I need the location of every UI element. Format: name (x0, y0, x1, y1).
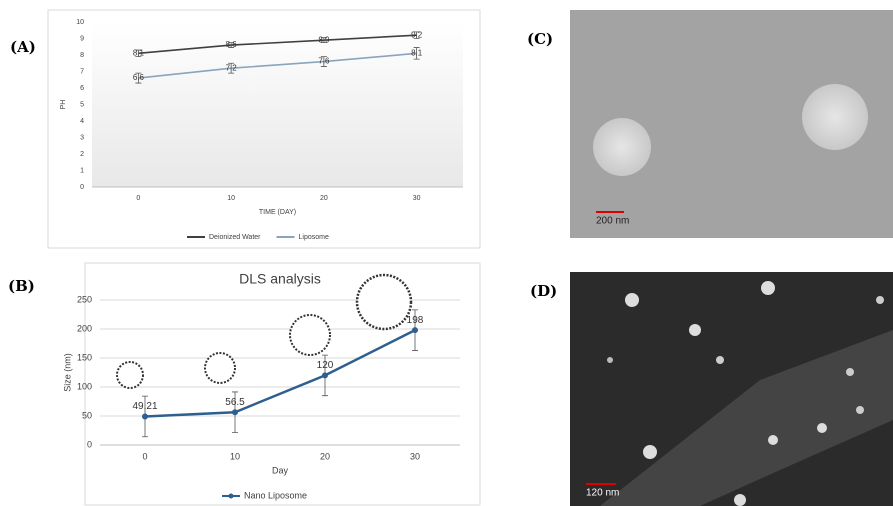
x-tick-label: 30 (410, 451, 420, 461)
panel-label: (D) (530, 282, 557, 300)
legend-label: Liposome (299, 234, 329, 241)
x-tick-label: 20 (320, 451, 330, 461)
data-label: 8.9 (318, 35, 330, 44)
data-label: 7.6 (318, 57, 330, 66)
y-tick-label: 10 (76, 19, 84, 26)
y-tick-label: 200 (77, 323, 92, 333)
x-tick-label: 30 (413, 195, 421, 202)
tem-image: 200 nm (570, 10, 893, 238)
scale-bar-label: 120 nm (586, 488, 619, 499)
y-tick-label: 5 (80, 101, 84, 108)
y-tick-label: 100 (77, 381, 92, 391)
y-tick-label: 0 (80, 184, 84, 191)
y-tick-label: 3 (80, 134, 84, 141)
panel-label: (A) (10, 38, 36, 56)
data-label: 56.5 (225, 397, 245, 408)
y-tick-label: 7 (80, 68, 84, 75)
y-tick-label: 1 (80, 167, 84, 174)
data-point (322, 372, 328, 378)
x-tick-label: 0 (142, 451, 147, 461)
data-label: 120 (317, 360, 334, 371)
data-label: 8.6 (226, 40, 238, 49)
x-axis-label: Day (272, 465, 289, 475)
chart-title: DLS analysis (239, 271, 321, 287)
sem-image: 120 nm (570, 272, 893, 506)
legend-marker (229, 494, 234, 499)
data-label: 49.21 (132, 401, 157, 412)
y-tick-label: 6 (80, 85, 84, 92)
panel-label: (C) (527, 30, 553, 48)
y-tick-label: 150 (77, 352, 92, 362)
plot-area (92, 22, 463, 187)
data-point (232, 409, 238, 415)
y-tick-label: 0 (87, 439, 92, 449)
y-tick-label: 4 (80, 118, 84, 125)
legend-label: Nano Liposome (244, 490, 307, 500)
x-tick-label: 20 (320, 195, 328, 202)
y-tick-label: 2 (80, 151, 84, 158)
data-point (142, 413, 148, 419)
data-point (412, 327, 418, 333)
x-tick-label: 10 (230, 451, 240, 461)
x-tick-label: 10 (227, 195, 235, 202)
data-label: 8.1 (411, 48, 423, 57)
figure: (A) (B) (C) (D) 200 nm 120 nm 0 1 2 3 4 5 6 7 8 9… (0, 0, 893, 506)
legend-label: Deionized Water (209, 234, 261, 241)
y-axis-label: Size (nm) (62, 353, 72, 392)
data-label: 7.2 (226, 63, 238, 72)
panel-label: (B) (8, 277, 35, 295)
data-label: 198 (407, 315, 424, 326)
y-tick-label: 8 (80, 52, 84, 59)
y-tick-label: 9 (80, 35, 84, 42)
data-label: 6.6 (133, 73, 145, 82)
data-label: 8.1 (133, 48, 145, 57)
scale-bar-label: 200 nm (596, 216, 629, 227)
y-axis-label: PH (60, 100, 67, 110)
data-label: 9.2 (411, 30, 423, 39)
x-tick-label: 0 (136, 195, 140, 202)
y-tick-label: 250 (77, 294, 92, 304)
x-axis-label: TIME (DAY) (259, 209, 296, 216)
y-tick-label: 50 (82, 410, 92, 420)
